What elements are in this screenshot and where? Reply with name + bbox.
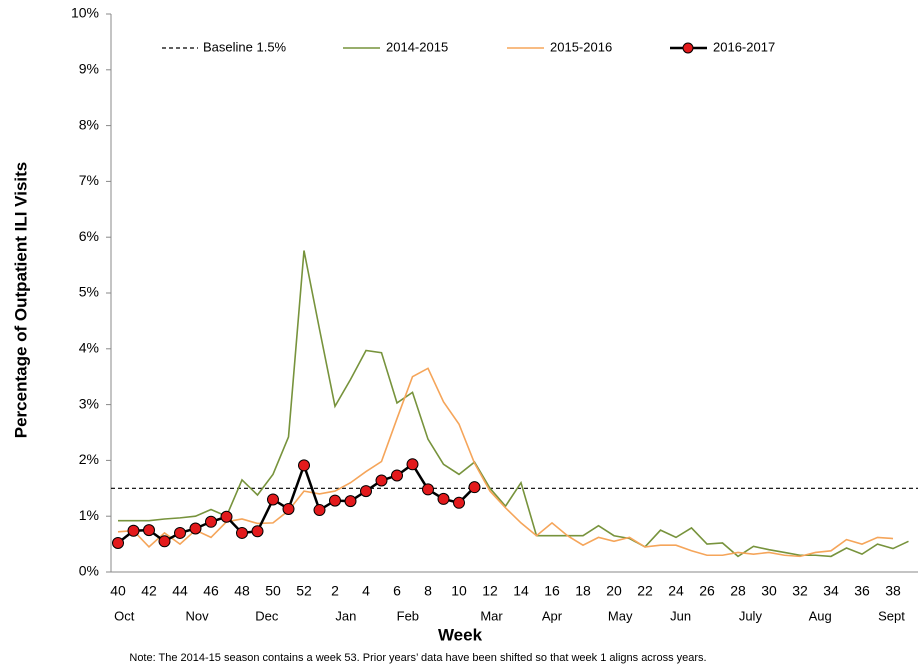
x-tick-label: 4	[362, 583, 370, 599]
month-label: Nov	[185, 608, 209, 623]
x-tick-label: 48	[234, 583, 250, 599]
series-marker	[453, 496, 465, 509]
legend-marker	[682, 42, 694, 54]
y-tick-label: 8%	[79, 116, 99, 132]
y-tick-label: 2%	[79, 451, 99, 467]
series-marker	[437, 492, 450, 505]
series-marker	[205, 515, 217, 528]
legend-label: 2014-2015	[386, 39, 448, 54]
note: Note: The 2014-15 season contains a week…	[129, 652, 706, 664]
y-tick-label: 0%	[79, 563, 99, 579]
x-tick-label: 24	[668, 583, 684, 599]
legend-label: Baseline 1.5%	[203, 39, 287, 54]
series-marker	[344, 495, 357, 508]
series-marker	[282, 502, 295, 515]
series-marker	[158, 535, 171, 548]
series-marker	[391, 469, 403, 482]
legend-label: 2015-2016	[550, 39, 612, 54]
x-tick-label: 40	[110, 583, 126, 599]
x-tick-label: 10	[451, 583, 467, 599]
x-tick-label: 28	[730, 583, 746, 599]
y-axis-title: Percentage of Outpatient ILI Visits	[11, 162, 30, 438]
month-label: Sept	[878, 608, 905, 623]
x-tick-label: 36	[854, 583, 870, 599]
month-label: Feb	[397, 608, 419, 623]
x-tick-label: 38	[885, 583, 901, 599]
x-tick-label: 34	[823, 583, 839, 599]
month-label: Aug	[809, 608, 832, 623]
month-label: Mar	[480, 608, 503, 623]
series-marker	[329, 494, 341, 507]
x-tick-label: 16	[544, 583, 560, 599]
series-marker	[422, 483, 434, 496]
y-tick-label: 7%	[79, 172, 99, 188]
series-marker	[112, 536, 124, 549]
x-tick-label: 20	[606, 583, 622, 599]
x-tick-label: 46	[203, 583, 219, 599]
y-tick-label: 4%	[79, 340, 99, 356]
month-label: Jan	[335, 608, 356, 623]
y-tick-label: 3%	[79, 395, 99, 411]
month-label: Dec	[255, 608, 279, 623]
series-marker	[360, 485, 372, 498]
month-label: Jun	[670, 608, 691, 623]
y-tick-label: 6%	[79, 228, 99, 244]
series-marker	[468, 481, 481, 494]
x-tick-label: 6	[393, 583, 401, 599]
x-axis-title: Week	[438, 625, 483, 644]
x-tick-label: 26	[699, 583, 715, 599]
series-marker	[174, 526, 186, 539]
series-marker	[143, 524, 155, 537]
x-tick-label: 22	[637, 583, 653, 599]
month-label: May	[608, 608, 633, 623]
x-tick-label: 12	[482, 583, 498, 599]
series-marker	[267, 493, 279, 506]
x-tick-label: 18	[575, 583, 591, 599]
x-tick-label: 30	[761, 583, 777, 599]
series-marker	[236, 526, 248, 539]
y-tick-label: 5%	[79, 284, 99, 300]
series-marker	[220, 510, 233, 523]
series-line	[118, 250, 909, 558]
x-tick-label: 50	[265, 583, 281, 599]
series-line	[117, 461, 476, 544]
series-marker	[189, 522, 202, 535]
series-marker	[375, 474, 388, 487]
x-tick-label: 42	[141, 583, 157, 599]
y-tick-label: 9%	[79, 61, 99, 77]
legend-label: 2016-2017	[713, 39, 775, 54]
x-tick-label: 44	[172, 583, 188, 599]
y-tick-label: 1%	[79, 507, 99, 523]
series-marker	[298, 459, 310, 472]
series-marker	[127, 524, 140, 537]
x-tick-label: 52	[296, 583, 312, 599]
x-tick-label: 8	[424, 583, 432, 599]
month-label: Apr	[542, 608, 563, 623]
series-marker	[313, 504, 326, 517]
y-tick-label: 10%	[71, 5, 99, 21]
month-label: Oct	[114, 608, 135, 623]
x-tick-label: 2	[331, 583, 339, 599]
x-tick-label: 14	[513, 583, 529, 599]
month-label: July	[739, 608, 763, 623]
series-marker	[251, 525, 264, 538]
series-line	[117, 367, 894, 558]
series-marker	[406, 458, 419, 471]
x-tick-label: 32	[792, 583, 808, 599]
